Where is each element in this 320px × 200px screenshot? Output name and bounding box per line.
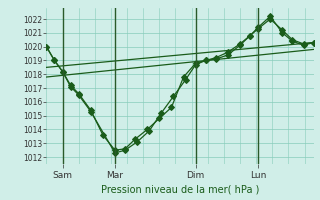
X-axis label: Pression niveau de la mer( hPa ): Pression niveau de la mer( hPa ) — [101, 184, 259, 194]
